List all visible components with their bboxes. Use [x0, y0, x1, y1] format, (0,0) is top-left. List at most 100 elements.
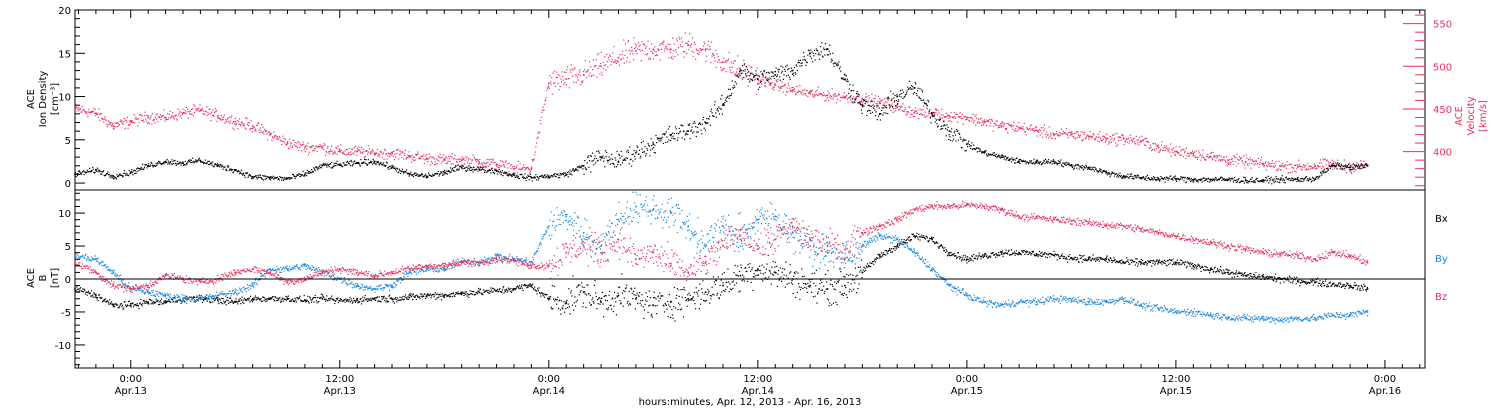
- velocity-dot: [1002, 125, 1005, 127]
- velocity-dot: [1190, 152, 1192, 154]
- velocity-dot: [972, 113, 974, 115]
- density-dot: [1169, 175, 1171, 177]
- density-dot: [343, 164, 346, 166]
- density-dot: [1057, 162, 1059, 165]
- density-dot: [110, 174, 112, 176]
- density-dot: [213, 166, 215, 168]
- density-dot: [810, 49, 812, 51]
- velocity-dot: [165, 118, 168, 120]
- velocity-dot: [1075, 132, 1077, 134]
- density-dot: [531, 177, 533, 179]
- velocity-dot: [543, 103, 546, 105]
- bx-dot: [142, 303, 144, 305]
- density-dot: [167, 163, 169, 165]
- velocity-dot: [576, 74, 578, 76]
- velocity-dot: [1070, 132, 1072, 134]
- velocity-dot: [852, 102, 854, 104]
- density-dot: [300, 175, 302, 177]
- velocity-dot: [1240, 157, 1242, 159]
- density-dot: [902, 97, 904, 100]
- bx-dot: [165, 302, 167, 304]
- velocity-dot: [914, 110, 916, 112]
- density-dot: [758, 75, 760, 77]
- velocity-dot: [550, 83, 552, 85]
- density-dot: [337, 164, 339, 166]
- density-dot: [180, 164, 182, 166]
- velocity-dot: [211, 114, 213, 116]
- density-dot: [306, 175, 308, 177]
- velocity-dot: [404, 149, 407, 151]
- velocity-dot: [1030, 129, 1032, 131]
- density-dot: [1044, 162, 1046, 165]
- density-dot: [187, 161, 189, 163]
- velocity-dot: [663, 50, 666, 52]
- bx-dot: [195, 296, 197, 299]
- density-point-63: [1175, 177, 1177, 180]
- velocity-dot: [542, 106, 544, 108]
- bx-dot: [314, 294, 316, 297]
- velocity-dot: [396, 152, 398, 155]
- velocity-dot: [1338, 164, 1341, 167]
- density-dot: [856, 92, 858, 94]
- velocity-dot: [1304, 166, 1306, 168]
- velocity-dot: [1059, 135, 1061, 137]
- density-dot: [1037, 162, 1039, 164]
- velocity-dot: [692, 37, 694, 39]
- velocity-dot: [308, 151, 310, 153]
- density-dot: [119, 173, 121, 175]
- density-dot: [863, 105, 865, 107]
- velocity-dot: [693, 51, 695, 53]
- density-dot: [218, 165, 220, 167]
- density-dot: [882, 114, 884, 116]
- velocity-dot: [488, 163, 491, 166]
- density-dot: [157, 163, 159, 165]
- density-dot: [332, 166, 334, 168]
- velocity-dot: [623, 39, 625, 41]
- bx-dot: [231, 299, 233, 301]
- density-dot: [1174, 178, 1176, 180]
- bx-dot: [171, 298, 173, 300]
- bx-point-59: [1105, 258, 1108, 261]
- density-dot: [92, 168, 94, 170]
- density-dot: [384, 165, 386, 167]
- velocity-dot: [270, 133, 272, 135]
- density-dot: [283, 178, 285, 180]
- velocity-dot: [1105, 140, 1107, 142]
- density-dot: [1000, 156, 1002, 159]
- velocity-dot: [274, 135, 276, 137]
- velocity-dot: [706, 48, 708, 50]
- velocity-dot: [474, 158, 476, 160]
- velocity-dot: [1049, 132, 1052, 134]
- density-dot: [773, 75, 775, 77]
- density-dot: [1085, 165, 1088, 168]
- density-dot: [688, 124, 690, 126]
- velocity-dot: [788, 84, 790, 87]
- density-dot: [889, 106, 891, 108]
- density-dot: [600, 156, 602, 159]
- density-dot: [820, 46, 822, 48]
- velocity-dot: [552, 82, 555, 85]
- density-dot: [1248, 180, 1250, 182]
- velocity-dot: [1170, 155, 1172, 157]
- density-dot: [84, 171, 86, 173]
- velocity-dot: [259, 127, 261, 129]
- density-dot: [1124, 176, 1127, 179]
- bx-dot: [343, 299, 345, 301]
- density-dot: [1251, 177, 1253, 179]
- density-dot: [332, 165, 335, 167]
- velocity-dot: [1161, 141, 1163, 143]
- velocity-dot: [330, 150, 332, 153]
- velocity-dot: [98, 113, 100, 115]
- bx-dot: [373, 299, 375, 301]
- velocity-dot: [940, 117, 942, 119]
- velocity-dot: [102, 118, 104, 120]
- density-dot: [752, 76, 755, 78]
- velocity-dot: [688, 48, 690, 51]
- density-dot: [264, 178, 266, 180]
- density-dot: [740, 69, 742, 71]
- density-dot: [414, 174, 416, 177]
- density-dot: [555, 175, 557, 178]
- density-dot: [1163, 177, 1166, 179]
- velocity-dot: [632, 53, 634, 55]
- velocity-dot: [245, 117, 247, 119]
